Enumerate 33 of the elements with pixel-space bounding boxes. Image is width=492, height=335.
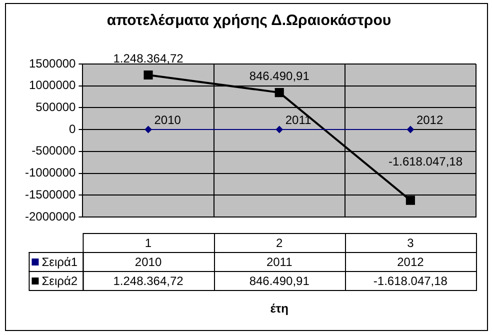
text: 2010 xyxy=(154,112,181,127)
legend-label: Σειρά1 xyxy=(42,254,78,269)
text: 846.490,91 xyxy=(249,68,310,83)
text: 2012 xyxy=(416,112,444,127)
y-tick-label: -2000000 xyxy=(24,209,76,224)
y-tick-label: 1500000 xyxy=(28,56,76,70)
data-label: 2012 xyxy=(397,254,424,269)
y-tick-label: 500000 xyxy=(36,100,76,114)
data-label: -1.618.047,18 xyxy=(373,274,448,288)
x-axis-title: έτη xyxy=(270,301,288,316)
data-label: 1.248.364,72 xyxy=(113,274,184,288)
text: 1.248.364,72 xyxy=(113,51,184,66)
point xyxy=(144,126,152,133)
point xyxy=(406,126,414,133)
y-tick-label: -1500000 xyxy=(24,187,76,202)
data-label: 846.490,91 xyxy=(249,274,310,288)
y-tick-label: 0 xyxy=(69,122,76,136)
y-tick-label: 1000000 xyxy=(28,78,76,92)
data-label: 2010 xyxy=(134,254,162,269)
chart-title: αποτελέσματα χρήσης Δ.Ωραιοκάστρου xyxy=(106,12,392,30)
x-tick-label: 2 xyxy=(276,236,284,250)
y-tick-label: -500000 xyxy=(32,144,76,158)
point xyxy=(276,126,283,133)
text: 2011 xyxy=(285,112,312,127)
text: -1.618.047,18 xyxy=(388,154,463,169)
point xyxy=(406,196,415,205)
x-tick-label: 3 xyxy=(407,236,414,250)
y-tick-label: -1000000 xyxy=(24,166,76,180)
legend-label: Σειρά2 xyxy=(42,274,78,288)
x-tick-label: 1 xyxy=(144,236,152,250)
data-label: 2011 xyxy=(266,254,293,269)
point xyxy=(274,88,284,98)
point xyxy=(144,70,153,80)
